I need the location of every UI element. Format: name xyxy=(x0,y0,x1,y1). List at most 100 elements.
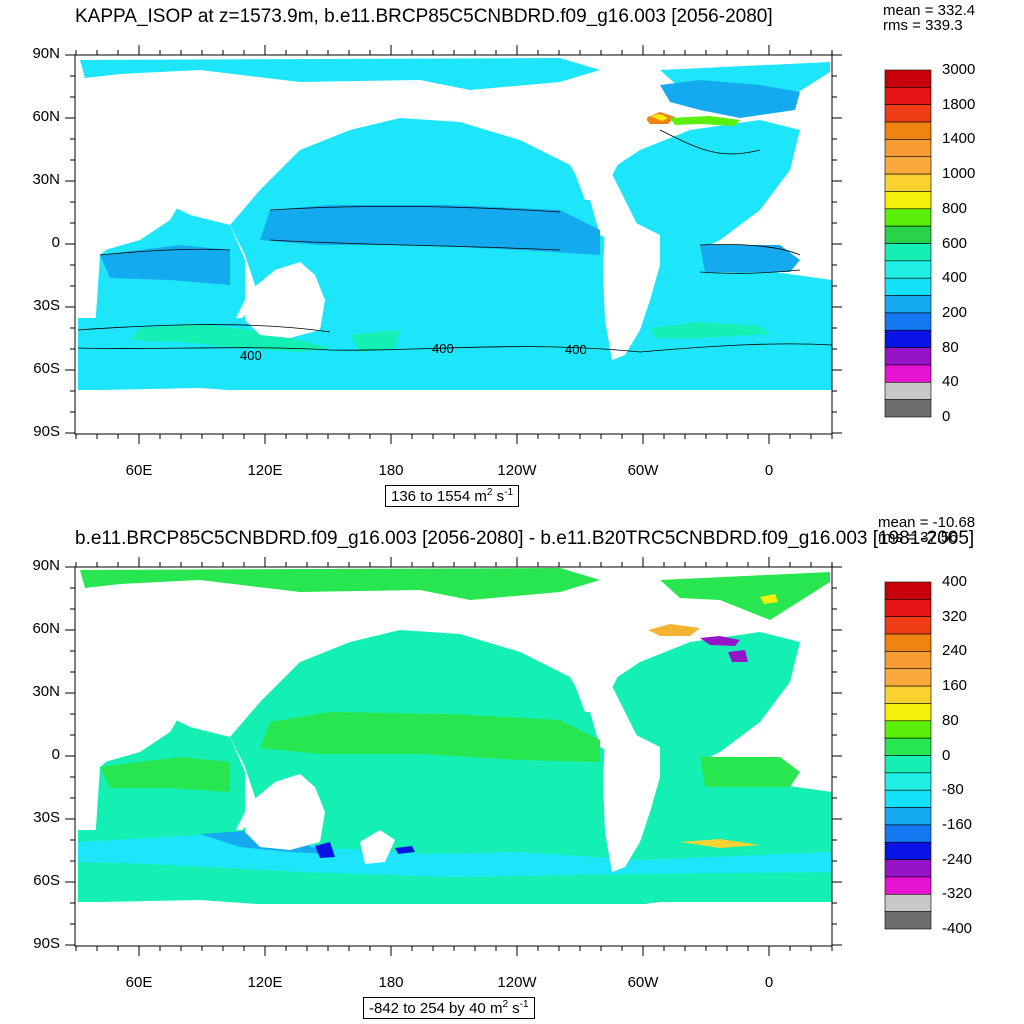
colorbar-swatch xyxy=(884,911,932,930)
colorbar-swatch xyxy=(884,381,932,400)
range-text: 136 to 1554 xyxy=(391,488,471,505)
land-africa xyxy=(78,160,185,250)
land-south-america xyxy=(603,732,660,872)
y-tick-0: 0 xyxy=(51,746,60,763)
colorbar-swatch xyxy=(884,139,932,158)
colorbar-swatch xyxy=(884,208,932,227)
colorbar-swatch xyxy=(884,347,932,366)
atlantic-positive-streak xyxy=(680,839,760,848)
colorbar-label: 0 xyxy=(942,746,951,764)
colorbar-swatch xyxy=(884,668,932,687)
x-tick-120w: 120W xyxy=(497,462,537,479)
y-tick-30n: 30N xyxy=(32,171,60,188)
land-australia xyxy=(245,774,325,850)
colorbar-swatch xyxy=(884,633,932,652)
range-unit-exp1: 2 xyxy=(502,999,508,1010)
y-tick-60s: 60S xyxy=(33,360,60,377)
colorbar-label: 240 xyxy=(942,642,968,660)
land-north-america xyxy=(540,80,650,200)
colorbar-swatch xyxy=(884,173,932,192)
colorbar-swatch xyxy=(884,191,932,210)
axis-ticks xyxy=(65,557,842,956)
panel2-title: b.e11.BRCP85C5CNBDRD.f09_g16.003 [2056-2… xyxy=(75,528,975,549)
range-unit-exp1: 2 xyxy=(486,487,493,498)
labrador-hotspot-inner xyxy=(650,114,668,121)
contour-label-3: 400 xyxy=(565,342,587,357)
panel1-stats: mean = 332.4 rms = 339.3 xyxy=(883,3,975,33)
range-text: -842 to 254 by 40 xyxy=(369,1000,486,1017)
colorbar-swatch xyxy=(884,651,932,670)
land-new-zealand xyxy=(360,830,395,864)
land-antarctica xyxy=(75,390,832,434)
colorbar-label: -240 xyxy=(942,850,973,868)
range-unit-mid: s xyxy=(492,488,505,505)
land-south-america xyxy=(603,220,660,360)
colorbar-label: 3000 xyxy=(942,61,976,78)
southern-high-band-2 xyxy=(350,330,400,352)
colorbar-label: -80 xyxy=(942,781,964,799)
range-info-box: 136 to 1554 m2 s-1 xyxy=(385,485,520,507)
colorbar-label: 1400 xyxy=(942,130,976,148)
colorbar-swatch xyxy=(884,277,932,296)
atlantic-high-band xyxy=(650,322,770,338)
colorbar-label: 1800 xyxy=(942,95,976,113)
range-unit-exp2: -1 xyxy=(519,999,529,1010)
colorbar-label: 400 xyxy=(942,573,968,590)
colorbar-swatch xyxy=(884,243,932,262)
panel-difference: b.e11.BRCP85C5CNBDRD.f09_g16.003 [2056-2… xyxy=(0,512,1024,1024)
panel-kappa-isop: KAPPA_ISOP at z=1573.9m, b.e11.BRCP85C5C… xyxy=(32,3,976,507)
colorbar-label: -160 xyxy=(942,815,973,833)
contour-label-2: 400 xyxy=(432,341,454,356)
colorbar-label: 1000 xyxy=(942,165,976,183)
x-tick-120e: 120E xyxy=(247,462,283,479)
x-tick-60w: 60W xyxy=(627,462,659,479)
colorbar-label: 80 xyxy=(942,338,959,356)
north-atlantic-dot xyxy=(760,594,778,604)
colorbar-swatch xyxy=(884,841,932,860)
y-tick-0: 0 xyxy=(51,234,60,251)
colorbar-swatch xyxy=(884,399,932,418)
colorbar xyxy=(884,581,932,930)
labrador-negative-2 xyxy=(728,650,748,662)
x-tick-120w: 120W xyxy=(497,974,537,991)
colorbar-swatch xyxy=(884,772,932,791)
colorbar-label: 160 xyxy=(942,677,968,695)
y-tick-30s: 30S xyxy=(33,297,60,314)
colorbar-swatch xyxy=(884,876,932,895)
colorbar-swatch xyxy=(884,599,932,617)
panel1-map: 400 400 400 xyxy=(65,45,932,444)
y-tick-90n: 90N xyxy=(32,45,60,62)
colorbar-swatch xyxy=(884,225,932,244)
colorbar-swatch xyxy=(884,720,932,739)
southern-high-band xyxy=(130,324,330,352)
colorbar-swatch xyxy=(884,87,932,105)
contour-label-1: 400 xyxy=(240,348,262,363)
panel2-map xyxy=(65,557,932,956)
range-unit: m xyxy=(474,488,487,505)
y-tick-30s: 30S xyxy=(33,809,60,826)
colorbar-label: 80 xyxy=(942,711,959,729)
atlantic-band xyxy=(700,245,800,272)
indian-band xyxy=(100,245,230,285)
range-info-box: -842 to 254 by 40 m2 s-1 xyxy=(363,997,535,1019)
y-tick-60n: 60N xyxy=(32,620,60,637)
colorbar-swatch xyxy=(884,755,932,774)
panel1-title: KAPPA_ISOP at z=1573.9m, b.e11.BRCP85C5C… xyxy=(75,6,773,27)
equatorial-band xyxy=(260,205,600,255)
y-tick-30n: 30N xyxy=(32,683,60,700)
land-africa xyxy=(78,672,185,762)
land-australia xyxy=(245,262,325,338)
colorbar-swatch xyxy=(884,737,932,756)
southern-dark-blue-2 xyxy=(395,846,415,854)
colorbar-swatch xyxy=(884,69,932,88)
colorbar xyxy=(884,69,932,418)
x-tick-60e: 60E xyxy=(125,462,153,479)
colorbar-swatch xyxy=(884,703,932,722)
atlantic-band xyxy=(700,757,800,787)
equatorial-band xyxy=(260,712,600,762)
panel2-mean: mean = -10.68 xyxy=(878,514,976,531)
land-north-america xyxy=(540,592,650,712)
range-unit-mid: s xyxy=(508,1000,520,1017)
colorbar-swatch xyxy=(884,824,932,843)
colorbar-swatch xyxy=(884,364,932,383)
